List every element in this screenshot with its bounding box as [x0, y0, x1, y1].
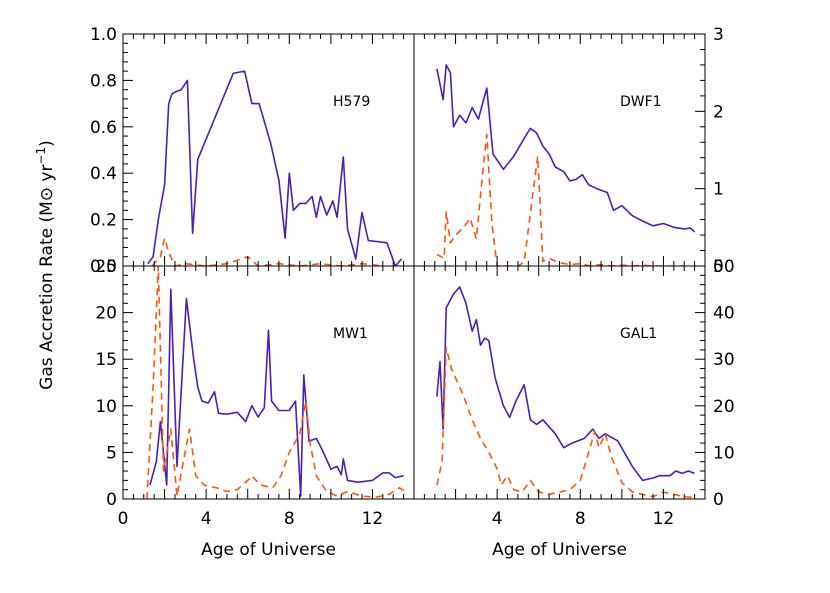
y-tick-label: 30 [713, 350, 735, 370]
y-tick-label: 0.8 [90, 71, 117, 91]
dwf1-dashed-series-line [436, 133, 685, 266]
y-tick-label: 0.4 [90, 164, 117, 184]
panels: 0.00.20.40.60.81.0H5790123DWF10510152025… [90, 25, 735, 560]
y-tick-label: 1.0 [90, 25, 117, 45]
panel-dwf1: 0 1 2 3 DWF1 [413, 25, 724, 277]
y-tick-label: 20 [95, 304, 117, 324]
x-tick-label: 4 [201, 509, 212, 529]
y-tick-label: 50 [713, 257, 735, 277]
x-tick-label: 4 [492, 509, 503, 529]
dwf1-solid-series-line [436, 64, 696, 233]
y-axis-title-prefix: Gas Accretion Rate (M [37, 201, 57, 390]
panel-gal1: 0 10 20 30 40 50 4 8 12 Age of Universe GAL1 [413, 257, 735, 560]
y-axis-title-unit: yr [37, 165, 57, 187]
y-tick-label: 5 [106, 443, 117, 463]
gal1-dashed-series-line [436, 346, 695, 499]
y-axis-title-exponent: −1 [34, 147, 48, 165]
h579-dashed-series-line [151, 237, 383, 266]
x-tick-label: 0 [118, 509, 129, 529]
y-tick-label: 0 [713, 490, 724, 510]
y-axis-title-sun-symbol: ⊙ [37, 187, 57, 201]
y-tick-label: 0 [713, 257, 724, 277]
panel-label: DWF1 [620, 94, 662, 110]
x-tick-label: 8 [575, 509, 586, 529]
mw1-dashed-series-line [146, 266, 407, 499]
y-tick-label: 10 [713, 443, 735, 463]
y-tick-label: 0.0 [90, 257, 117, 277]
x-tick-label: 8 [284, 509, 295, 529]
panel-mw1: 0 5 10 15 20 25 0 4 8 12 Age of Universe MW1 [95, 257, 415, 560]
x-axis-title: Age of Universe [201, 540, 336, 560]
y-tick-label: 10 [95, 397, 117, 417]
y-axis-title: Gas Accretion Rate (M⊙ yr−1) [34, 140, 57, 390]
y-axis-title-suffix: ) [37, 140, 57, 147]
mw1-solid-series-line [149, 288, 404, 498]
y-tick-label: 40 [713, 304, 735, 324]
x-axis-title: Age of Universe [492, 540, 627, 560]
y-tick-label: 0.2 [90, 211, 117, 231]
panel-frame [413, 33, 706, 267]
y-tick-label: 20 [713, 397, 735, 417]
y-tick-label: 0 [106, 490, 117, 510]
y-tick-label: 15 [95, 350, 117, 370]
panel-label: H579 [333, 94, 370, 110]
x-tick-label: 12 [362, 509, 384, 529]
panel-label: MW1 [333, 326, 368, 342]
y-tick-label: 3 [713, 25, 724, 45]
gal1-solid-series-line [436, 286, 695, 482]
panel-label: GAL1 [620, 326, 657, 342]
y-tick-label: 2 [713, 102, 724, 122]
y-tick-label: 25 [95, 257, 117, 277]
panel-h579: 0.0 0.2 0.4 0.6 0.8 1.0 H579 [90, 25, 415, 277]
y-tick-label: 1 [713, 180, 724, 200]
y-tick-label: 0.6 [90, 118, 117, 138]
x-tick-label: 12 [653, 509, 675, 529]
h579-solid-series-line [147, 70, 403, 266]
panel-frame [413, 265, 706, 500]
